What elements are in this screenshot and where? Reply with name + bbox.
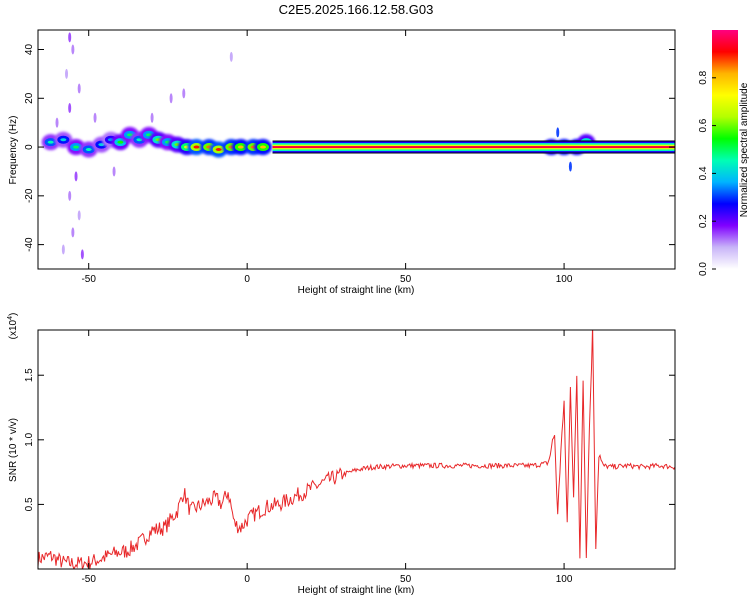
spectrogram-x-tick-label: -50: [81, 274, 96, 285]
spectrogram-noise-speck: [182, 88, 186, 99]
colorbar: 0.0 0.2 0.4 0.6 0.8 Normalized spectral ampl…: [698, 30, 750, 276]
snr-frame: [37, 329, 676, 570]
spectrogram-noise-speck: [68, 103, 72, 114]
snr-y-tick-label: 1.5: [24, 368, 35, 382]
snr-multiplier-close: ): [8, 313, 19, 316]
spectrogram-blob-core: [215, 148, 222, 151]
spectrogram-noise-speck: [229, 51, 233, 62]
spectrogram-blob-core: [98, 143, 105, 147]
spectrogram-noise-speck: [65, 68, 69, 79]
spectrogram-blob-core: [145, 133, 152, 137]
snr-series-line: [38, 330, 675, 569]
colorbar-tick-label: 0.8: [698, 70, 709, 84]
spectrogram-noise-speck: [71, 44, 75, 55]
snr-y-tick-label: 1.0: [24, 432, 35, 446]
snr-x-tick-label: 100: [556, 574, 573, 585]
spectrogram-panel: -50 0 50 100 -40 -20 0 20 40 Height of straight …: [8, 29, 676, 296]
spectrogram-blob-core: [260, 145, 267, 149]
snr-axes: -50 0 50 100 0.5 1.0 1.5: [24, 330, 675, 585]
spectrogram-noise-speck: [77, 83, 81, 94]
colorbar-tick-label: 0.6: [698, 118, 709, 132]
spectrogram-axes: -50 0 50 100 -40 -20 0 20 40: [24, 30, 675, 285]
chart-title: C2E5.2025.166.12.58.G03: [279, 2, 434, 17]
spectrogram-blob-core: [237, 145, 244, 149]
spectrogram-frame: [37, 29, 676, 270]
spectrogram-ridge-band: [272, 146, 675, 149]
snr-panel: -50 0 50 100 0.5 1.0 1.5 Height of straight li…: [7, 313, 676, 596]
snr-x-tick-label: 50: [400, 574, 412, 585]
spectrogram-noise-speck: [55, 117, 59, 128]
spectrogram-noise-speck: [74, 171, 78, 182]
spectrogram-noise-speck: [77, 210, 81, 221]
colorbar-tick-label: 0.0: [698, 262, 709, 276]
spectrogram-y-tick-label: 40: [24, 44, 35, 56]
spectrogram-noise-speck: [68, 190, 72, 201]
spectrogram-y-tick-label: -20: [24, 188, 35, 203]
snr-multiplier: (x104): [7, 313, 19, 340]
colorbar-ticks: 0.0 0.2 0.4 0.6 0.8: [698, 70, 716, 276]
spectrogram-noise-speck: [68, 32, 72, 43]
spectrogram-blob-core: [73, 145, 80, 149]
spectrogram-noise-speck: [556, 127, 560, 138]
snr-marks: [38, 330, 675, 569]
spectrogram-x-tick-label: 100: [556, 274, 573, 285]
spectrogram-blob-core: [193, 145, 200, 149]
spectrogram-x-tick-label: 0: [244, 274, 250, 285]
snr-y-axis-label: SNR (10 * v/v): [8, 418, 19, 482]
spectrogram-noise-speck: [80, 249, 84, 260]
snr-multiplier-base: (x10: [8, 319, 19, 339]
spectrogram-blob-core: [136, 138, 143, 142]
spectrogram-marks: [41, 32, 675, 260]
snr-y-tick-label: 0.5: [24, 497, 35, 511]
snr-x-tick-label: 0: [244, 574, 250, 585]
spectrogram-blob-core: [126, 133, 133, 137]
spectrogram-noise-speck: [169, 93, 173, 104]
spectrogram-blob-core: [60, 138, 67, 142]
spectrogram-y-tick-label: 0: [24, 144, 35, 150]
snr-multiplier-exponent: 4: [7, 316, 14, 320]
spectrogram-noise-speck: [150, 112, 154, 123]
colorbar-tick-label: 0.2: [698, 214, 709, 228]
colorbar-tick-label: 0.4: [698, 166, 709, 180]
spectrogram-noise-speck: [112, 166, 116, 177]
snr-x-axis-label: Height of straight line (km): [298, 585, 415, 596]
spectrogram-y-axis-label: Frequency (Hz): [8, 116, 19, 185]
spectrogram-noise-speck: [71, 227, 75, 238]
colorbar-scale: [712, 30, 738, 269]
spectrogram-x-axis-label: Height of straight line (km): [298, 285, 415, 296]
spectrogram-noise-speck: [93, 112, 97, 123]
spectrogram-blob-core: [85, 148, 92, 151]
spectrogram-blob-core: [47, 140, 54, 144]
spectrogram-noise-speck: [61, 244, 65, 255]
snr-x-tick-label: -50: [81, 574, 96, 585]
spectrogram-x-tick-label: 50: [400, 274, 412, 285]
spectrogram-noise-speck: [568, 161, 572, 172]
spectrogram-blob-core: [117, 140, 124, 144]
spectrogram-y-tick-label: 20: [24, 92, 35, 104]
spectrogram-y-tick-label: -40: [24, 237, 35, 252]
colorbar-label: Normalized spectral amplitude: [739, 82, 750, 217]
